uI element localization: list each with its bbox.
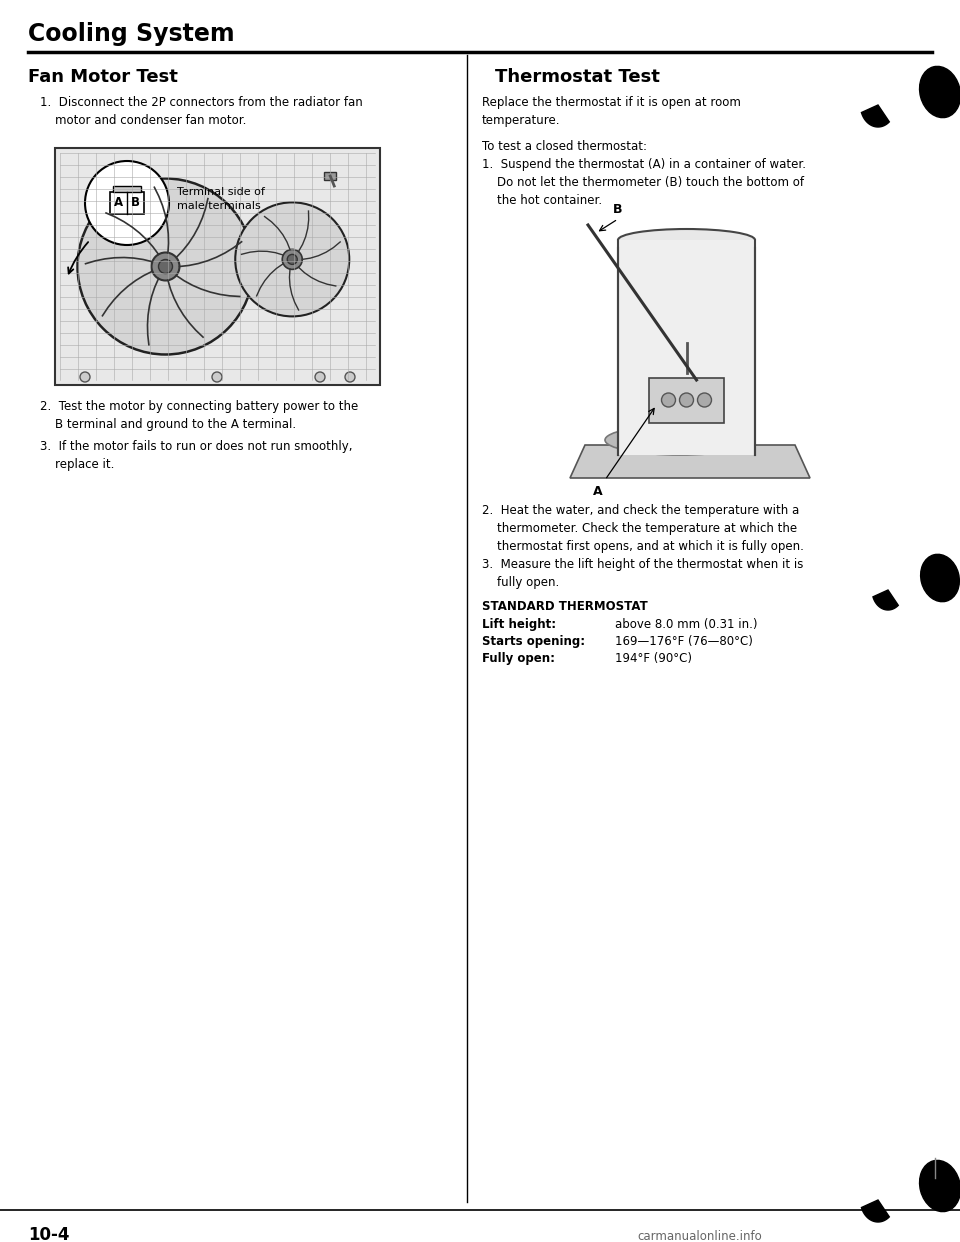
Circle shape <box>287 255 298 265</box>
Circle shape <box>282 250 302 270</box>
Text: Fan Motor Test: Fan Motor Test <box>28 68 178 86</box>
Text: 3.  If the motor fails to run or does not run smoothly,
    replace it.: 3. If the motor fails to run or does not… <box>40 440 352 471</box>
Text: 1.  Suspend the thermostat (A) in a container of water.
    Do not let the therm: 1. Suspend the thermostat (A) in a conta… <box>482 158 806 207</box>
Circle shape <box>345 373 355 383</box>
Circle shape <box>212 373 222 383</box>
Text: 169—176°F (76—80°C): 169—176°F (76—80°C) <box>615 635 753 648</box>
Bar <box>55 148 380 385</box>
Text: 10-4: 10-4 <box>28 1226 69 1242</box>
Text: carmanualonline.info: carmanualonline.info <box>637 1230 762 1242</box>
Text: Fully open:: Fully open: <box>482 652 555 664</box>
Bar <box>618 240 755 455</box>
Text: Lift height:: Lift height: <box>482 619 556 631</box>
Circle shape <box>315 373 325 383</box>
Circle shape <box>152 252 180 281</box>
Polygon shape <box>861 106 889 127</box>
Bar <box>113 186 141 193</box>
Text: Terminal side of
male terminals: Terminal side of male terminals <box>177 188 265 211</box>
Ellipse shape <box>618 229 755 251</box>
Circle shape <box>158 260 173 273</box>
Circle shape <box>78 179 253 354</box>
Text: B: B <box>131 195 139 209</box>
Text: A: A <box>593 484 603 498</box>
Text: Replace the thermostat if it is open at room
temperature.: Replace the thermostat if it is open at … <box>482 96 741 127</box>
Bar <box>324 171 336 180</box>
Text: Starts opening:: Starts opening: <box>482 635 586 648</box>
Text: A: A <box>114 195 124 209</box>
Text: 2.  Heat the water, and check the temperature with a
    thermometer. Check the : 2. Heat the water, and check the tempera… <box>482 504 804 553</box>
Ellipse shape <box>605 425 755 455</box>
Text: B: B <box>613 202 622 216</box>
Text: 2.  Test the motor by connecting battery power to the
    B terminal and ground : 2. Test the motor by connecting battery … <box>40 400 358 431</box>
Circle shape <box>80 373 90 383</box>
Text: To test a closed thermostat:: To test a closed thermostat: <box>482 140 647 153</box>
Text: STANDARD THERMOSTAT: STANDARD THERMOSTAT <box>482 600 648 614</box>
Circle shape <box>680 392 693 407</box>
Text: above 8.0 mm (0.31 in.): above 8.0 mm (0.31 in.) <box>615 619 757 631</box>
Circle shape <box>85 161 169 245</box>
Text: Thermostat Test: Thermostat Test <box>495 68 660 86</box>
Text: Cooling System: Cooling System <box>28 22 234 46</box>
Ellipse shape <box>920 66 960 118</box>
Text: 1.  Disconnect the 2P connectors from the radiator fan
    motor and condenser f: 1. Disconnect the 2P connectors from the… <box>40 96 363 127</box>
Text: 3.  Measure the lift height of the thermostat when it is
    fully open.: 3. Measure the lift height of the thermo… <box>482 558 804 589</box>
Ellipse shape <box>920 1160 960 1212</box>
Circle shape <box>698 392 711 407</box>
Ellipse shape <box>921 554 959 601</box>
Circle shape <box>235 202 349 317</box>
Bar <box>110 193 144 214</box>
Text: 194°F (90°C): 194°F (90°C) <box>615 652 692 664</box>
Polygon shape <box>570 445 810 478</box>
Polygon shape <box>861 1200 889 1222</box>
Circle shape <box>661 392 676 407</box>
Bar <box>649 378 724 422</box>
Polygon shape <box>873 590 899 610</box>
